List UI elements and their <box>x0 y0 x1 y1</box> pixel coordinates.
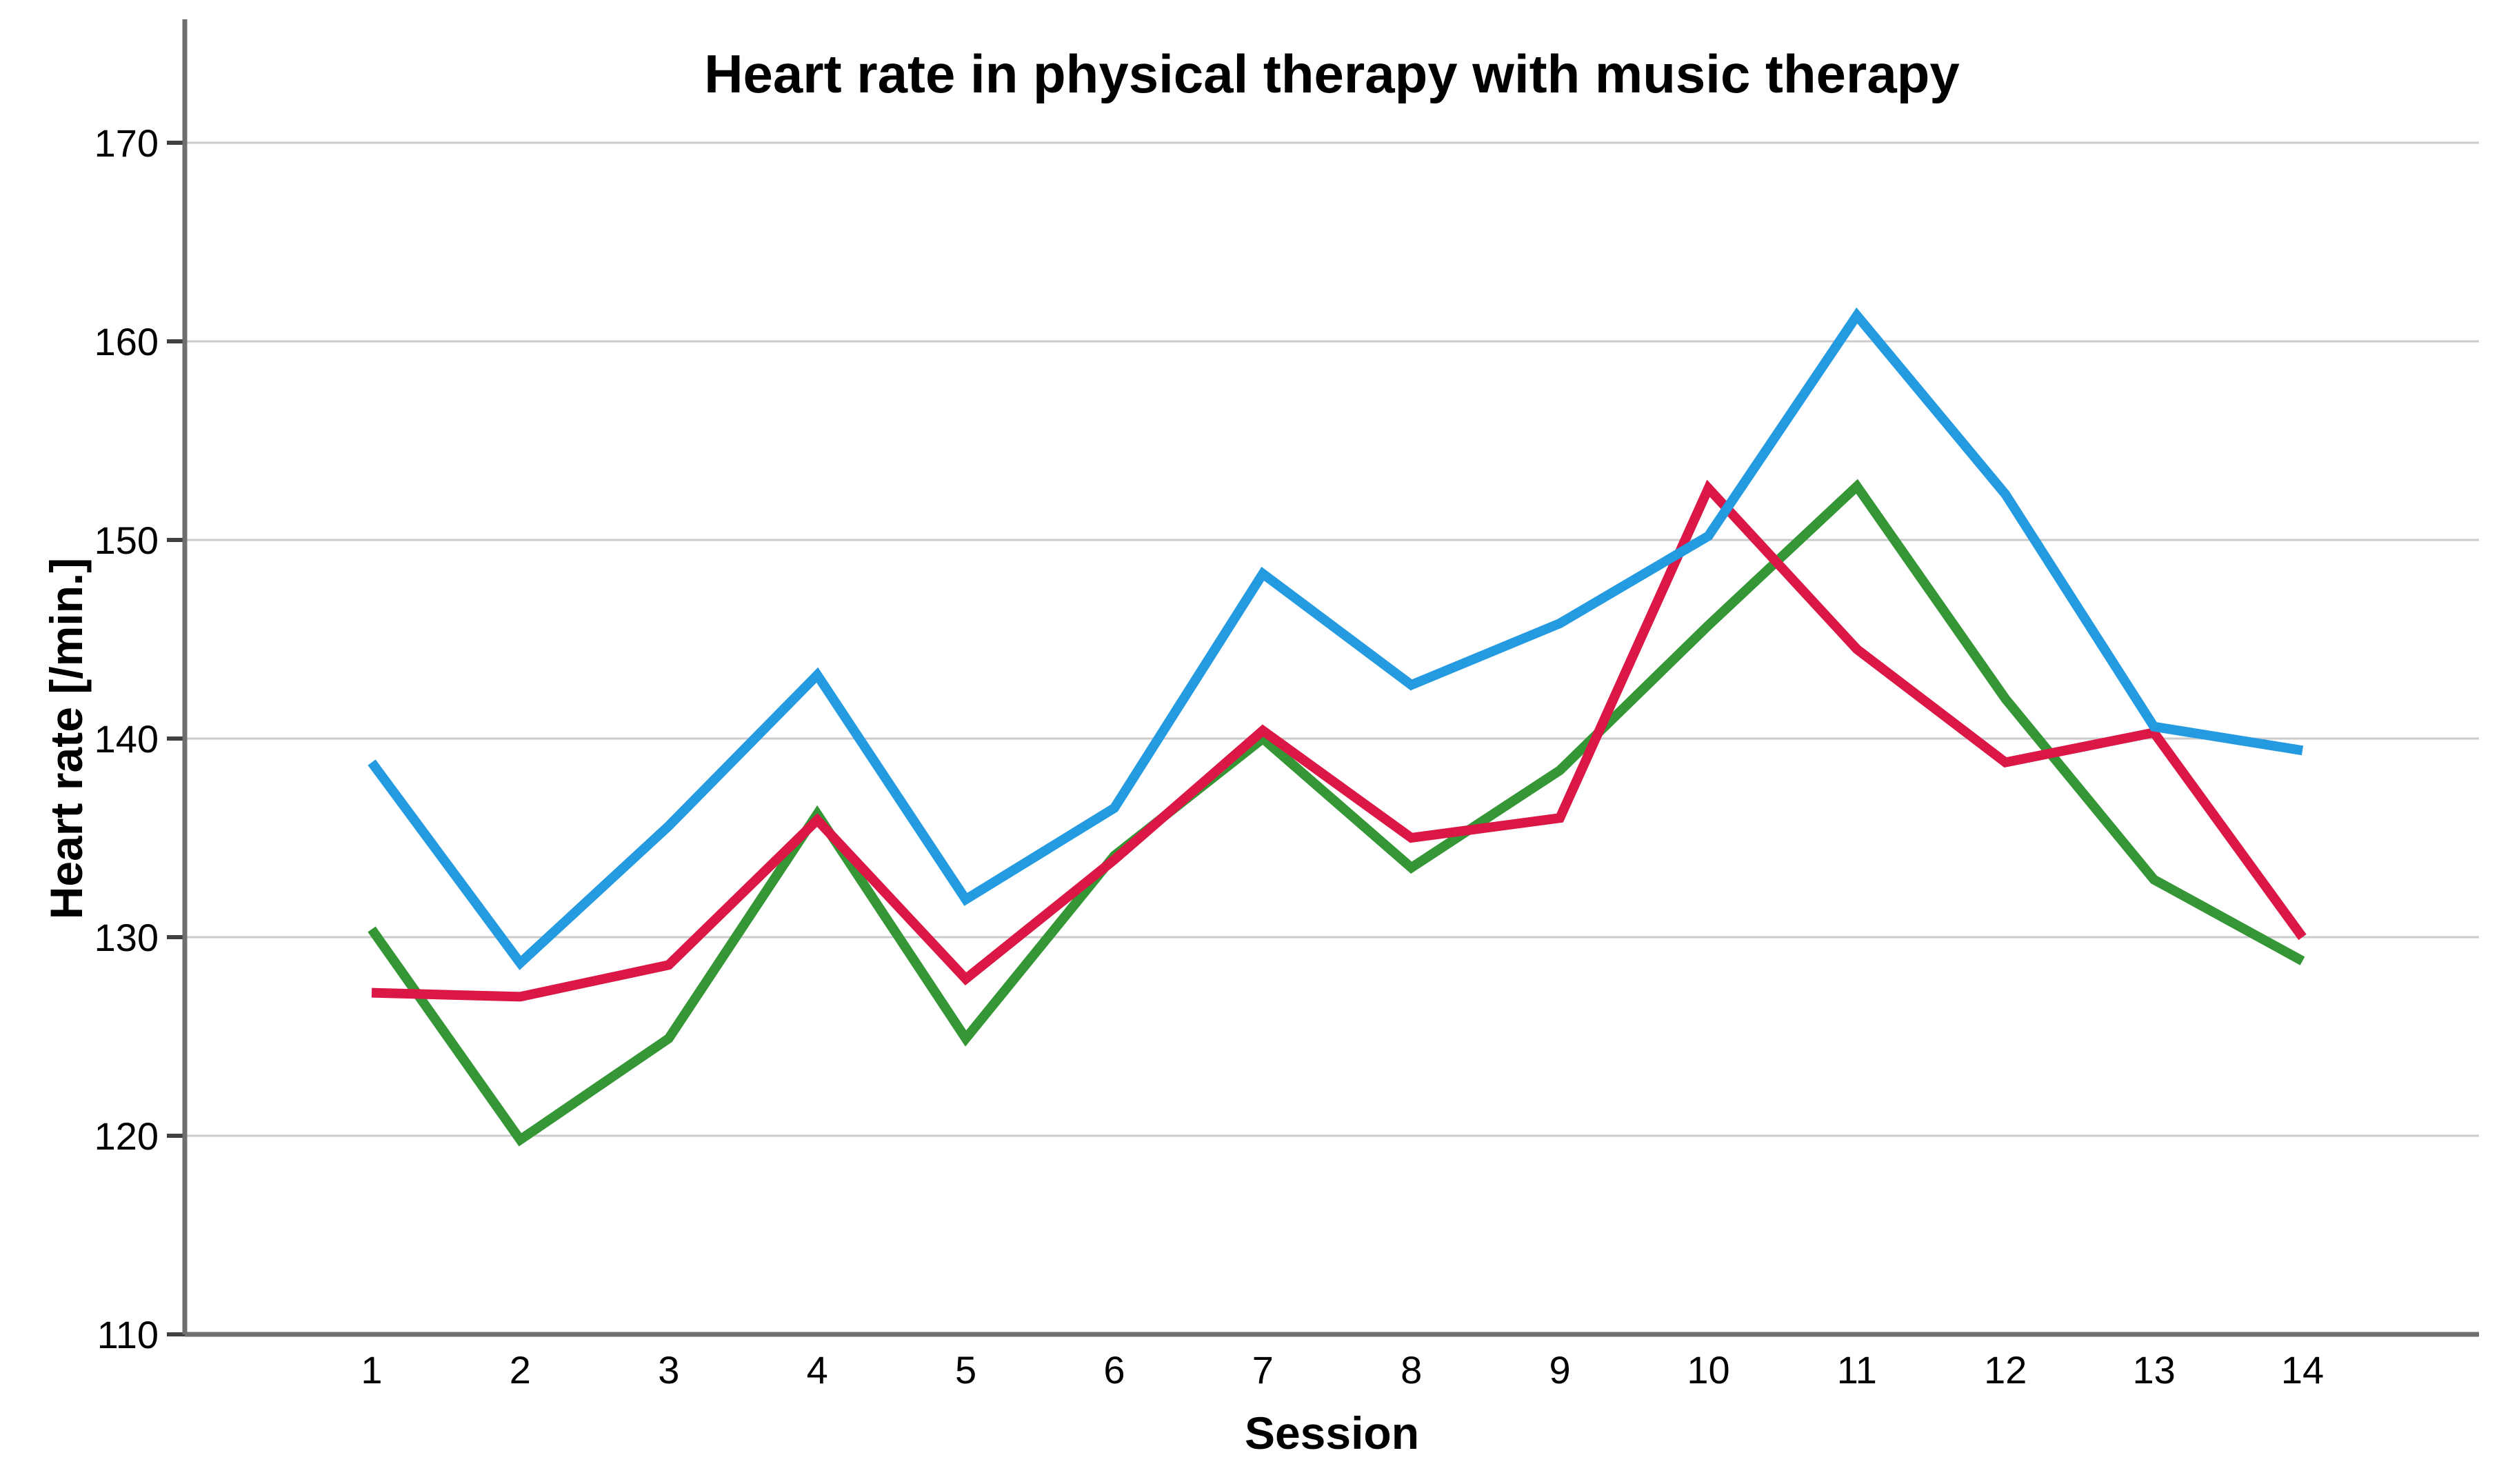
y-tick-label: 150 <box>94 519 159 562</box>
y-tick-label: 110 <box>97 1313 159 1356</box>
series-green-line <box>368 479 2305 1147</box>
x-tick-label: 3 <box>658 1348 679 1392</box>
y-tick-label: 160 <box>94 320 159 363</box>
x-tick-label: 7 <box>1252 1348 1274 1392</box>
y-tick-label: 130 <box>94 916 159 959</box>
x-tick-label: 11 <box>1837 1348 1877 1392</box>
x-tick-label: 8 <box>1401 1348 1422 1392</box>
x-axis-title: Session <box>1244 1407 1420 1458</box>
x-tick-label: 14 <box>2281 1348 2324 1392</box>
x-tick-label: 4 <box>807 1348 828 1392</box>
x-tick-label: 5 <box>955 1348 976 1392</box>
x-tick-label: 2 <box>510 1348 531 1392</box>
x-tick-label: 1 <box>361 1348 382 1392</box>
y-tick-label: 170 <box>94 121 159 165</box>
y-axis-title: Heart rate [/min.] <box>41 557 92 920</box>
x-tick-label: 13 <box>2132 1348 2175 1392</box>
x-tick-label: 12 <box>1984 1348 2027 1392</box>
y-tick-label: 140 <box>94 717 159 761</box>
x-tick-label: 10 <box>1687 1348 1729 1392</box>
series-red-line <box>371 479 2307 1002</box>
y-tick-label: 120 <box>94 1114 159 1158</box>
chart-title: Heart rate in physical therapy with musi… <box>704 43 1960 104</box>
series-blue-line <box>368 307 2304 970</box>
x-tick-label: 6 <box>1103 1348 1125 1392</box>
x-tick-label: 9 <box>1549 1348 1571 1392</box>
